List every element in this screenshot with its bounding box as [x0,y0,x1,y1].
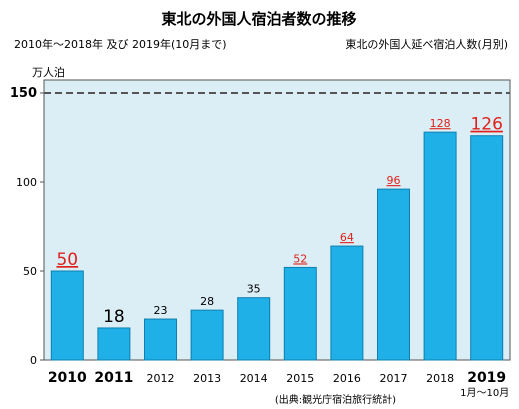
category-sublabel-2019: 1月〜10月 [460,387,509,399]
y-tick-label: 0 [30,354,37,367]
bar-2014 [237,297,271,361]
category-label-2011: 2011 [94,370,133,386]
value-label-2018: 128 [430,117,451,130]
value-label-2019: 126 [470,115,502,135]
value-label-2017: 96 [387,174,401,187]
category-label-2018: 2018 [426,372,454,385]
value-label-2016: 64 [340,231,354,244]
y-tick-label: 100 [16,176,37,189]
y-tick-label: 150 [10,86,37,101]
bar-2011 [97,327,131,361]
value-label-2010: 50 [56,250,78,270]
y-tick-label: 50 [23,265,37,278]
bar-2018 [423,131,457,361]
value-label-2011: 18 [103,307,125,327]
bar-2012 [144,318,177,361]
bar-2010 [50,270,84,361]
source-note: (出典:観光庁宿泊旅行統計) [275,393,396,406]
bar-2016 [330,245,364,361]
category-label-2017: 2017 [380,372,408,385]
chart-title: 東北の外国人宿泊者数の推移 [161,10,356,28]
category-label-2019: 2019 [467,370,506,386]
category-label-2015: 2015 [286,372,314,385]
bar-2017 [377,188,410,361]
value-label-2013: 28 [200,295,214,308]
category-label-2010: 2010 [48,370,87,386]
chart-subtitle-left: 2010年〜2018年 及び 2019年(10月まで) [14,37,227,51]
value-label-2015: 52 [293,252,307,265]
category-label-2012: 2012 [147,372,175,385]
category-label-2014: 2014 [240,372,268,385]
bar-2019 [470,135,504,361]
value-label-2012: 23 [154,304,168,317]
bar-2015 [283,266,317,361]
y-axis-unit: 万人泊 [32,66,65,79]
chart-subtitle-right: 東北の外国人延べ宿泊人数(月別) [345,37,508,51]
bar-2013 [190,309,224,361]
category-label-2013: 2013 [193,372,221,385]
value-label-2014: 35 [247,283,261,296]
category-label-2016: 2016 [333,372,361,385]
